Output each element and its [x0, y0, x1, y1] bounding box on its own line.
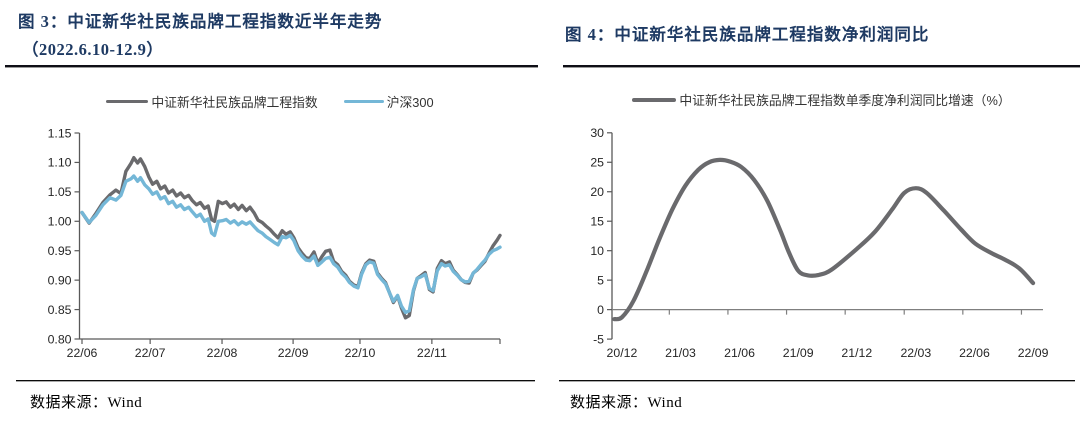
figure3-footer-rule — [16, 380, 535, 383]
svg-text:0.85: 0.85 — [48, 303, 72, 317]
figure4-source: 数据来源：Wind — [570, 395, 683, 411]
svg-text:1.15: 1.15 — [48, 126, 72, 140]
svg-text:20: 20 — [590, 185, 604, 199]
svg-text:21/12: 21/12 — [841, 346, 872, 360]
figure3-source: 数据来源：Wind — [30, 395, 143, 411]
svg-text:25: 25 — [590, 156, 604, 170]
svg-text:1.00: 1.00 — [48, 215, 72, 229]
svg-text:22/09: 22/09 — [1018, 346, 1049, 360]
svg-text:30: 30 — [590, 126, 604, 140]
svg-text:0: 0 — [597, 303, 604, 317]
svg-text:20/12: 20/12 — [607, 346, 638, 360]
figure4-title-rule — [563, 65, 1080, 68]
legend-label-index: 中证新华社民族品牌工程指数 — [151, 95, 318, 110]
figure3-legend: 中证新华社民族品牌工程指数 沪深300 — [40, 92, 500, 111]
svg-text:22/11: 22/11 — [417, 346, 447, 360]
svg-text:21/06: 21/06 — [724, 346, 755, 360]
svg-text:22/06: 22/06 — [959, 346, 990, 360]
legend-item-index: 中证新华社民族品牌工程指数 — [106, 92, 318, 111]
legend-label-hs300: 沪深300 — [386, 95, 434, 110]
svg-text:21/03: 21/03 — [665, 346, 696, 360]
svg-text:22/06: 22/06 — [67, 346, 98, 360]
figure4-footer-rule — [559, 380, 1075, 383]
svg-text:1.05: 1.05 — [48, 185, 72, 199]
svg-text:5: 5 — [597, 273, 604, 287]
legend-label-profit-growth: 中证新华社民族品牌工程指数单季度净利润同比增速（%） — [679, 93, 1011, 108]
legend-item-hs300: 沪深300 — [343, 92, 434, 111]
svg-text:0.80: 0.80 — [48, 332, 72, 346]
svg-text:-5: -5 — [593, 332, 604, 346]
figure4-line-chart: 30 25 20 15 10 5 0 -520/12 21/03 21/06 21/09 21/12 2… — [590, 126, 1049, 360]
svg-text:10: 10 — [590, 244, 604, 258]
hs300-line-swatch — [343, 99, 384, 104]
figure4-title-line1: 图 4：中证新华社民族品牌工程指数净利润同比 — [565, 25, 930, 44]
index-line-swatch — [106, 99, 149, 104]
profit-growth-line-swatch — [632, 97, 677, 102]
svg-text:1.10: 1.10 — [48, 156, 72, 170]
svg-text:0.90: 0.90 — [48, 273, 72, 287]
svg-text:22/09: 22/09 — [278, 346, 309, 360]
figure3-title-line2: （2022.6.10-12.9） — [22, 40, 164, 59]
svg-text:0.95: 0.95 — [48, 244, 72, 258]
svg-text:15: 15 — [590, 215, 604, 229]
figure3-title-line1: 图 3：中证新华社民族品牌工程指数近半年走势 — [18, 12, 383, 31]
figure3-title-rule — [5, 65, 538, 68]
svg-text:21/09: 21/09 — [783, 346, 814, 360]
svg-text:22/08: 22/08 — [207, 346, 238, 360]
legend-item-profit-growth: 中证新华社民族品牌工程指数单季度净利润同比增速（%） — [632, 90, 1011, 109]
svg-text:22/03: 22/03 — [900, 346, 931, 360]
svg-text:22/07: 22/07 — [135, 346, 166, 360]
svg-text:22/10: 22/10 — [345, 346, 376, 360]
figure4-legend: 中证新华社民族品牌工程指数单季度净利润同比增速（%） — [563, 90, 1080, 109]
